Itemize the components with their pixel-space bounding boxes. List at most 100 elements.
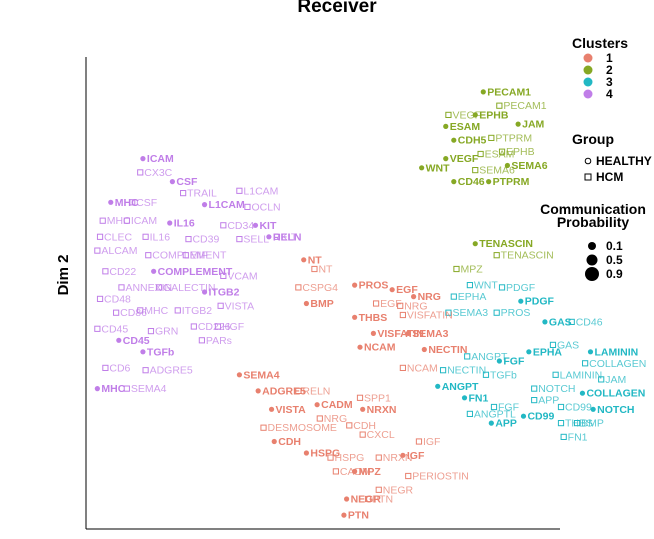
point-marker-healthy: [480, 89, 486, 95]
point-label: OCLN: [251, 201, 280, 213]
point-marker-healthy: [419, 165, 425, 171]
point-label: CSF: [136, 197, 157, 209]
data-point-fgf-healthy: FGF: [496, 356, 525, 368]
point-label: VISFATIN: [407, 310, 453, 322]
point-label: SPP1: [364, 392, 391, 404]
data-point-angptl-hcm: ANGPTL: [466, 408, 516, 420]
point-marker-healthy: [451, 137, 457, 143]
point-label: TENASCIN: [501, 250, 554, 262]
point-marker-hcm: [375, 454, 382, 461]
point-marker-healthy: [443, 123, 449, 129]
data-point-jam-healthy: JAM: [515, 119, 545, 131]
data-point-csf-healthy: CSF: [169, 176, 198, 188]
point-marker-hcm: [549, 341, 557, 348]
point-marker-healthy: [421, 346, 427, 353]
legend-cluster-label: 4: [606, 87, 613, 101]
point-label: SEMA3: [412, 328, 448, 340]
point-label: CD99: [527, 411, 554, 423]
point-marker-hcm: [217, 302, 224, 309]
point-marker-hcm: [327, 454, 334, 461]
data-point-nrg-healthy: NRG: [411, 291, 441, 303]
legend-group-swatch-hcm: [584, 173, 592, 181]
point-marker-hcm: [399, 311, 406, 319]
point-marker-healthy: [303, 300, 309, 307]
data-point-alcam-hcm: ALCAM: [94, 245, 138, 257]
point-marker-hcm: [466, 410, 473, 417]
point-marker-healthy: [486, 179, 492, 185]
data-point-epha-hcm: EPHA: [450, 291, 487, 303]
point-label: SEMA6: [511, 160, 547, 172]
point-marker-healthy: [451, 179, 457, 185]
data-point-notch-hcm: NOTCH: [531, 383, 576, 395]
point-label: THBS: [359, 312, 388, 324]
point-label: VISFATIN: [377, 328, 423, 340]
data-point-pecam1-healthy: PECAM1: [480, 86, 531, 98]
y-axis-label: Dim 2: [55, 255, 72, 296]
point-marker-hcm: [311, 265, 318, 273]
point-marker-hcm: [405, 472, 412, 480]
point-marker-hcm: [439, 367, 447, 374]
point-label: VEGF: [452, 109, 481, 121]
point-label: TENASCIN: [479, 238, 533, 250]
point-marker-hcm: [464, 353, 471, 360]
legend-prob-swatch: [585, 267, 599, 281]
data-point-ptn-hcm: PTN: [364, 494, 393, 506]
point-label: NEGR: [351, 494, 382, 506]
legend-prob-title: Probability: [557, 214, 630, 230]
axes: Dim 2: [55, 57, 560, 530]
point-marker-hcm: [472, 167, 479, 174]
point-label: MHC: [101, 383, 125, 395]
data-point-nt-hcm: NT: [311, 264, 333, 276]
point-marker-hcm: [113, 309, 120, 316]
point-marker-healthy: [116, 337, 122, 343]
point-marker-hcm: [531, 385, 538, 392]
point-label: SEMA4: [243, 369, 279, 381]
data-point-egf-hcm: EGF: [372, 298, 402, 310]
point-label: SEMA3: [452, 307, 488, 319]
point-marker-healthy: [411, 294, 417, 300]
data-point-cd45-healthy: CD45: [116, 335, 150, 347]
point-marker-hcm: [552, 371, 559, 378]
point-label: EPHA: [458, 291, 487, 303]
point-marker-hcm: [493, 309, 500, 316]
data-point-hspg-hcm: HSPG: [327, 452, 365, 464]
point-marker-hcm: [220, 222, 227, 229]
point-marker-hcm: [568, 318, 575, 325]
point-marker-hcm: [346, 422, 353, 429]
data-point-egf-healthy: EGF: [389, 284, 418, 296]
data-point-cd22-hcm: CD22: [102, 266, 136, 278]
data-point-gas-hcm: GAS: [549, 339, 579, 351]
point-marker-hcm: [174, 307, 181, 314]
point-label: NRXN: [367, 404, 397, 416]
point-label: CDH: [278, 436, 301, 448]
point-marker-hcm: [220, 272, 227, 279]
point-marker-hcm: [598, 376, 605, 383]
point-label: CSF: [176, 176, 198, 188]
point-label: CDH5: [458, 135, 487, 147]
data-point-sema3-hcm: SEMA3: [445, 307, 488, 319]
point-label: PARs: [206, 335, 232, 347]
point-marker-hcm: [145, 252, 152, 259]
data-point-vegf-hcm: VEGF: [445, 109, 481, 121]
point-marker-healthy: [352, 282, 358, 288]
data-point-nt-healthy: NT: [301, 254, 322, 266]
point-marker-healthy: [301, 257, 307, 263]
point-marker-hcm: [190, 323, 197, 330]
data-point-il16-healthy: IL16: [167, 218, 195, 230]
point-label: HSPG: [335, 452, 365, 464]
point-marker-hcm: [99, 217, 106, 224]
point-label: CLEC: [104, 231, 132, 243]
data-point-nectin-hcm: NECTIN: [439, 365, 486, 377]
data-point-ocln-hcm: OCLN: [244, 201, 281, 213]
point-marker-hcm: [180, 190, 187, 197]
point-marker-hcm: [155, 284, 163, 291]
point-label: NCAM: [364, 342, 396, 354]
point-label: NRG: [324, 413, 347, 425]
data-point-tgfb-healthy: TGFb: [140, 346, 174, 358]
point-marker-hcm: [445, 309, 452, 316]
point-marker-hcm: [236, 187, 243, 194]
point-marker-hcm: [102, 364, 109, 371]
point-label: CX3C: [144, 167, 172, 179]
data-point-nrg-hcm: NRG: [316, 413, 347, 425]
data-point-icam-hcm: ICAM: [123, 215, 157, 227]
